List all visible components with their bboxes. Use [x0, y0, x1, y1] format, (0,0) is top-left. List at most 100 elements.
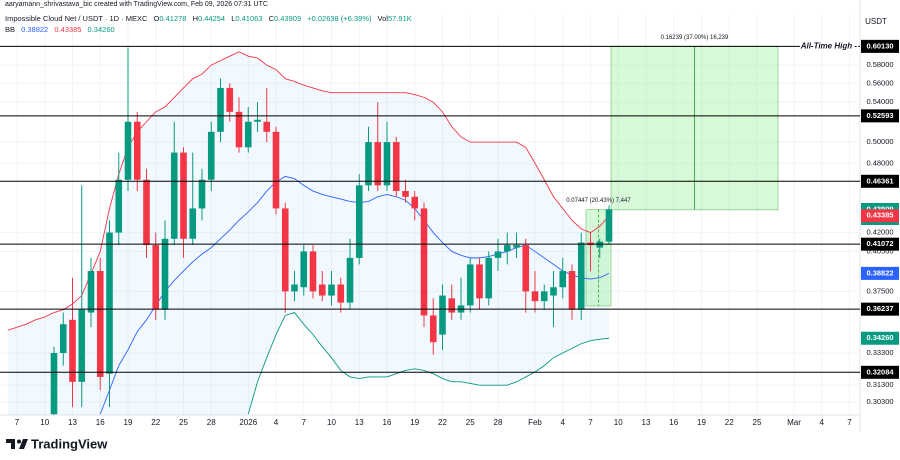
x-tick-label: 13: [68, 418, 77, 427]
y-tick-label: 0.40500: [866, 246, 893, 255]
x-tick-label: 16: [96, 418, 105, 427]
ohlc-key: C: [268, 14, 275, 23]
y-tick-label: 0.31300: [866, 380, 893, 389]
volume-value: 57.91K: [387, 14, 412, 23]
price-label: 0.38822: [866, 268, 893, 277]
level-note: All-Time High -: [800, 41, 858, 50]
bb-value: 0.43385: [54, 25, 82, 34]
candle-body: [281, 208, 289, 292]
ohlc-value: 0.41278: [159, 14, 187, 23]
x-tick-label: 7: [847, 418, 852, 427]
candle-body: [263, 121, 271, 132]
level-tag: [861, 237, 899, 251]
candle-body: [485, 257, 493, 299]
y-tick-label: 0.30300: [866, 397, 893, 406]
ohlc-key: H: [192, 14, 198, 23]
candle-body: [355, 185, 363, 258]
candle-body: [106, 232, 113, 374]
x-tick-label: 7: [588, 418, 593, 427]
x-tick-label: 28: [207, 418, 216, 427]
x-tick-label: 25: [466, 418, 475, 427]
x-tick-label: 25: [753, 418, 762, 427]
candle-body: [254, 119, 261, 122]
candle-body: [235, 111, 243, 148]
y-tick-label: 0.48000: [866, 158, 893, 167]
range-label: 0.16239 (37.00%) 16,239: [661, 35, 729, 41]
level-label: 0.36237: [866, 304, 893, 313]
ohlc-key: O: [153, 14, 160, 23]
candle-body: [180, 152, 187, 239]
candle-body: [170, 152, 178, 239]
change: +0.02638 (+6.39%): [307, 14, 372, 23]
x-tick-label: 7: [15, 418, 20, 427]
candle-body: [161, 238, 169, 310]
price-tag: [861, 266, 899, 280]
x-tick-label: 10: [327, 418, 336, 427]
x-tick-label: 7: [302, 418, 307, 427]
candle-body: [439, 295, 446, 335]
candle-body: [69, 319, 76, 382]
range-label: 0.07447 (20.43%) 7,447: [566, 198, 631, 204]
y-tick-label: 0.42000: [866, 228, 893, 237]
plot-area: [0, 14, 860, 415]
candle-body: [503, 245, 511, 252]
volume-key: Vol: [377, 14, 388, 23]
x-tick-label: 4: [820, 418, 825, 427]
candle-body: [309, 251, 317, 292]
x-tick-label: Feb: [528, 418, 542, 427]
x-tick-label: 10: [614, 418, 623, 427]
candle-body: [383, 142, 391, 186]
candle-body: [411, 196, 419, 209]
x-tick-label: 19: [410, 418, 419, 427]
level-tag: [861, 109, 899, 123]
x-tick-label: 4: [561, 418, 566, 427]
x-tick-label: 16: [383, 418, 392, 427]
x-tick-label: 2026: [239, 418, 257, 427]
candle-body: [476, 264, 483, 299]
level-label: 0.32084: [866, 367, 894, 376]
candle-body: [420, 208, 428, 316]
candle-body: [531, 291, 539, 302]
bb-value: 0.38822: [21, 25, 49, 34]
candle-body: [605, 209, 613, 242]
candle-body: [346, 257, 354, 303]
logo-text: TradingView: [31, 436, 108, 451]
logo-dot: [17, 439, 21, 444]
candle-body: [522, 245, 530, 292]
candle-body: [124, 121, 132, 180]
candle-body: [402, 191, 409, 197]
x-tick-label: 19: [124, 418, 133, 427]
candle-body: [577, 242, 585, 310]
candle-body: [365, 142, 372, 186]
level-label: 0.46361: [866, 176, 893, 185]
y-tick-label: 0.33300: [866, 348, 893, 357]
candle-body: [115, 179, 123, 233]
x-tick-label: 25: [179, 418, 188, 427]
y-tick-label: 0.54000: [866, 97, 893, 106]
currency-label: USDT: [865, 17, 887, 26]
candle-body: [244, 121, 252, 148]
x-tick-label: 16: [669, 418, 678, 427]
x-tick-label: 19: [697, 418, 706, 427]
price-label: 0.43909: [866, 204, 893, 213]
candle-body: [291, 284, 298, 292]
price-tag: [861, 209, 899, 223]
candle-body: [143, 179, 150, 246]
x-tick-label: 4: [274, 418, 279, 427]
level-tag: [861, 365, 899, 379]
level-label: 0.60130: [866, 41, 893, 50]
candle-body: [513, 245, 520, 248]
level-label: 0.52593: [866, 111, 893, 120]
bb-legend: BB 0.38822 0.43385 0.34260: [5, 25, 115, 34]
logo-icon: [6, 439, 28, 449]
ohlc-value: 0.41063: [235, 14, 263, 23]
symbol-legend: Impossible Cloud Net / USDT · 1D · MEXC …: [5, 14, 412, 23]
candle-body: [59, 324, 67, 354]
candle-body: [207, 131, 215, 180]
credit: aaryamann_shrivastava_bic created with T…: [5, 1, 268, 8]
level-tag: [861, 302, 899, 316]
candle-body: [466, 264, 474, 306]
x-tick-label: 22: [151, 418, 160, 427]
y-tick-label: 0.50000: [866, 137, 893, 146]
price-tag: [861, 331, 899, 345]
